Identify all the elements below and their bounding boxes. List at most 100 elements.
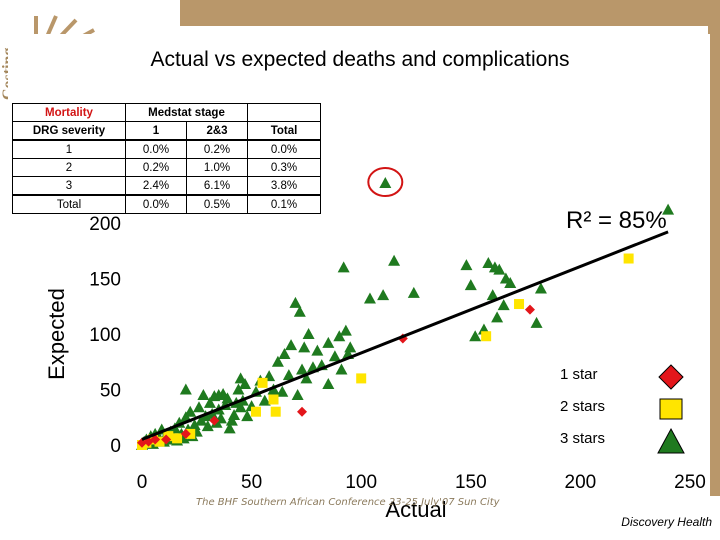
triangle-icon — [657, 427, 685, 454]
table-header-cell: 1 — [125, 121, 187, 141]
triangle-point — [201, 420, 214, 432]
triangle-point — [493, 263, 506, 275]
y-tick-label: 50 — [100, 381, 121, 402]
triangle-point — [486, 289, 499, 301]
triangle-point — [534, 282, 547, 294]
square-point — [481, 331, 492, 342]
diamond-point — [180, 428, 191, 439]
table-cell: 6.1% — [186, 176, 248, 196]
x-tick-label: 150 — [455, 472, 487, 493]
trendline — [141, 230, 669, 441]
triangle-point — [285, 339, 298, 351]
table-header-row-2: DRG severity 1 2&3 Total — [12, 121, 321, 141]
triangle-point — [322, 336, 335, 348]
square-point — [257, 377, 268, 388]
table-cell: 0.0% — [125, 194, 187, 214]
triangle-point — [278, 347, 291, 359]
triangle-point — [221, 392, 234, 404]
legend: 1 star 2 stars 3 stars — [550, 356, 692, 458]
table-header-row-1: Mortality Medstat stage — [12, 103, 321, 122]
triangle-point — [291, 389, 304, 401]
footer-conference: The BHF Southern African Conference 23-2… — [196, 497, 500, 508]
x-tick-label: 200 — [565, 472, 597, 493]
triangle-point — [234, 401, 247, 413]
triangle-point — [491, 311, 504, 323]
triangle-point — [192, 401, 205, 413]
table-cell: 1 — [12, 139, 126, 159]
table-total-row: Total 0.0% 0.5% 0.1% — [12, 194, 321, 214]
table-cell: 3 — [12, 176, 126, 196]
square-point — [163, 431, 174, 442]
square-point — [514, 299, 525, 310]
triangle-point — [271, 355, 284, 367]
table-cell: 0.1% — [247, 194, 321, 214]
triangle-point — [379, 177, 392, 189]
triangle-point — [298, 341, 311, 353]
diamond-icon — [658, 364, 684, 390]
square-point — [268, 394, 279, 405]
triangle-point — [464, 279, 477, 291]
triangle-point — [212, 389, 225, 401]
table-cell: 2 — [12, 158, 126, 177]
triangle-point — [206, 407, 219, 419]
legend-markers — [657, 364, 685, 454]
table-cell: 0.3% — [247, 158, 321, 177]
triangle-point — [228, 409, 241, 421]
triangle-point — [289, 296, 302, 308]
y-tick-label: 200 — [89, 214, 121, 235]
square-point — [270, 406, 281, 417]
triangle-point — [322, 377, 335, 389]
square-point — [172, 433, 183, 444]
triangle-point — [258, 394, 271, 406]
table-cell: 1.0% — [186, 158, 248, 177]
square-point — [623, 253, 634, 264]
table-header-cell: Medstat stage — [125, 103, 248, 122]
square-point — [356, 373, 367, 384]
diamond-point — [209, 415, 220, 426]
triangle-point — [339, 324, 352, 336]
triangle-point — [296, 363, 309, 375]
table-cell: 0.5% — [186, 194, 248, 214]
diamond-point — [137, 437, 147, 448]
triangle-point — [300, 372, 313, 384]
table-cell: 0.2% — [186, 139, 248, 159]
triangle-point — [328, 350, 341, 362]
x-tick-label: 0 — [137, 472, 148, 493]
diamond-point — [150, 434, 161, 445]
triangle-point — [282, 369, 295, 381]
triangle-point — [311, 344, 324, 356]
legend-label: 2 stars — [560, 398, 606, 415]
table-header-cell: Mortality — [12, 103, 126, 122]
triangle-point — [276, 385, 289, 397]
triangle-point — [497, 299, 510, 311]
triangle-point — [302, 328, 315, 339]
footer-brand: Discovery Health — [621, 515, 712, 529]
triangle-point — [377, 289, 390, 301]
triangle-point — [337, 261, 350, 273]
triangle-point — [184, 405, 197, 417]
chart-title: Actual vs expected deaths and complicati… — [150, 48, 570, 71]
table-row: 3 2.4% 6.1% 3.8% — [12, 176, 321, 196]
right-band — [708, 26, 720, 496]
y-tick-label: 150 — [89, 270, 121, 291]
square-point — [250, 406, 261, 417]
legend-label: 1 star — [560, 366, 598, 383]
y-tick-label: 0 — [110, 436, 121, 457]
triangle-point — [388, 254, 401, 266]
highlight-circle — [367, 167, 404, 198]
table-cell: 2.4% — [125, 176, 187, 196]
x-tick-label: 100 — [345, 472, 377, 493]
x-tick-label: 50 — [241, 472, 262, 493]
triangle-point — [234, 372, 247, 384]
triangle-point — [225, 414, 238, 426]
triangle-point — [223, 422, 236, 434]
table-row: 2 0.2% 1.0% 0.3% — [12, 158, 321, 177]
legend-label: 3 stars — [560, 430, 606, 447]
triangle-point — [530, 316, 543, 328]
triangle-point — [407, 286, 420, 298]
x-axis-title: Actual — [385, 497, 446, 522]
table-cell: 0.0% — [125, 139, 187, 159]
r-squared-annotation: R² = 85% — [566, 207, 667, 234]
triangle-point — [469, 330, 482, 342]
